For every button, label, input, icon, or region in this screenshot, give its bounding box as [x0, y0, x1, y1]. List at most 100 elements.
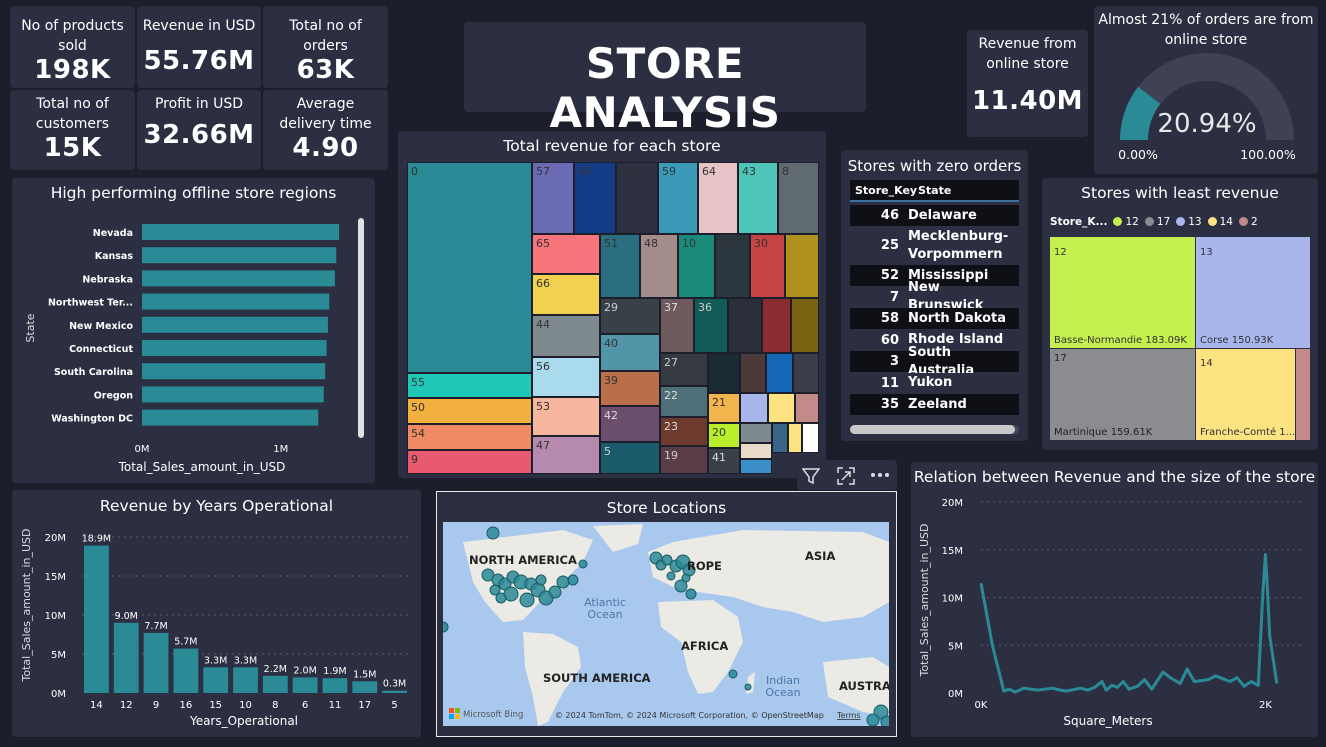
store-map[interactable]: NORTH AMERICA ROPE ASIA AFRICA SOUTH AME…: [443, 522, 889, 726]
bar-year-17[interactable]: [352, 681, 378, 693]
treemap-tile[interactable]: 56: [532, 357, 600, 397]
treemap-tile[interactable]: [740, 423, 772, 443]
table-row[interactable]: 35 Zeeland: [850, 394, 1019, 415]
bar-year-14[interactable]: [84, 545, 109, 693]
treemap-tile[interactable]: 51: [600, 234, 640, 298]
bar-nebraska[interactable]: [142, 270, 335, 287]
bar-year-11[interactable]: [322, 678, 348, 693]
treemap-tile[interactable]: [768, 393, 795, 423]
bar-nevada[interactable]: [142, 224, 340, 240]
treemap-tile[interactable]: 41: [708, 448, 740, 474]
treemap-tile[interactable]: 65: [532, 234, 600, 274]
treemap-tile[interactable]: 36: [694, 298, 728, 353]
treemap-tile[interactable]: 30: [750, 234, 785, 298]
treemap-tile[interactable]: 57: [532, 162, 574, 234]
treemap-tile[interactable]: 61: [616, 162, 658, 234]
treemap-tile[interactable]: 58: [715, 234, 750, 298]
legend-item[interactable]: 14: [1207, 216, 1233, 228]
col-store-key[interactable]: Store_Key: [855, 183, 918, 197]
treemap-tile[interactable]: 10: [678, 234, 715, 298]
scrollbar[interactable]: [358, 218, 364, 438]
treemap-tile[interactable]: [740, 459, 772, 474]
treemap-tile[interactable]: 44: [532, 315, 600, 357]
treemap-tile[interactable]: [772, 423, 788, 453]
table-row[interactable]: 52 Mississippi: [850, 265, 1019, 286]
treemap-tile[interactable]: 27: [660, 353, 708, 386]
treemap-tile[interactable]: 19: [660, 446, 708, 474]
treemap-tile[interactable]: 22: [660, 386, 708, 417]
least-box-17[interactable]: 17 Martinique 159.61K: [1050, 349, 1195, 440]
treemap-tile[interactable]: 29: [600, 298, 660, 334]
bar-year-12[interactable]: [113, 622, 139, 693]
treemap-tile[interactable]: 48: [640, 234, 678, 298]
treemap-tile[interactable]: [791, 298, 819, 353]
horizontal-scrollbar[interactable]: [850, 425, 1019, 434]
table-row[interactable]: 46 Delaware: [850, 205, 1019, 226]
treemap-tile[interactable]: 50: [407, 398, 532, 424]
bar-year-5[interactable]: [382, 690, 407, 693]
legend-item[interactable]: 12: [1113, 216, 1139, 228]
bar-year-6[interactable]: [292, 677, 318, 693]
treemap-tile[interactable]: 64: [698, 162, 738, 234]
col-state[interactable]: State: [918, 183, 952, 197]
treemap-tile[interactable]: [795, 393, 819, 423]
bar-south-carolina[interactable]: [142, 363, 326, 380]
treemap-tile[interactable]: 37: [660, 298, 694, 353]
treemap-tile[interactable]: [766, 353, 793, 393]
bar-oregon[interactable]: [142, 386, 324, 403]
table-row[interactable]: 25 Mecklenburg-Vorpommern: [850, 226, 1019, 265]
treemap-tile[interactable]: [785, 234, 819, 298]
treemap-tile[interactable]: [788, 423, 802, 453]
revenue-line[interactable]: [979, 553, 1279, 694]
bar-year-8[interactable]: [262, 675, 288, 693]
bar-year-9[interactable]: [143, 632, 169, 693]
bar-kansas[interactable]: [142, 247, 337, 264]
bar-new-mexico[interactable]: [142, 316, 328, 333]
bar-year-16[interactable]: [173, 648, 199, 693]
treemap-tile[interactable]: [762, 298, 791, 353]
treemap-tile[interactable]: 0: [407, 162, 532, 373]
least-box-12[interactable]: 12 Basse-Normandie 183.09K: [1050, 237, 1195, 348]
bar-year-10[interactable]: [233, 667, 258, 693]
treemap-tile[interactable]: 20: [708, 423, 740, 448]
treemap-tile[interactable]: 43: [738, 162, 778, 234]
least-box-2[interactable]: [1296, 349, 1310, 440]
treemap-tile[interactable]: 40: [600, 334, 660, 371]
map-terms[interactable]: Terms: [836, 711, 861, 720]
treemap-tile[interactable]: [740, 353, 766, 393]
treemap-tile[interactable]: [728, 298, 762, 353]
bar-connecticut[interactable]: [142, 340, 327, 356]
treemap-tile[interactable]: 54: [407, 424, 532, 450]
legend-item[interactable]: 13: [1176, 216, 1202, 228]
treemap-tile[interactable]: [708, 353, 740, 393]
more-options-icon[interactable]: [870, 472, 890, 478]
treemap-tile[interactable]: 23: [660, 417, 708, 446]
treemap-tile[interactable]: 55: [407, 373, 532, 398]
filter-icon[interactable]: [802, 467, 820, 485]
treemap-tile[interactable]: [740, 443, 772, 459]
treemap-tile[interactable]: 39: [600, 371, 660, 406]
bar-northwest-ter-[interactable]: [142, 293, 330, 310]
table-row[interactable]: 58 North Dakota: [850, 308, 1019, 329]
treemap-tile[interactable]: 8: [778, 162, 819, 234]
treemap-tile[interactable]: 66: [532, 274, 600, 315]
treemap-tile[interactable]: 5: [600, 442, 660, 474]
bar-year-15[interactable]: [203, 667, 229, 693]
treemap-tile[interactable]: 47: [532, 436, 600, 474]
treemap-tile[interactable]: [793, 353, 819, 393]
treemap-tile[interactable]: 9: [407, 450, 532, 474]
focus-mode-icon[interactable]: [837, 467, 855, 485]
legend-item[interactable]: 2: [1238, 216, 1258, 228]
table-row[interactable]: 3 South Australia: [850, 345, 1019, 378]
treemap-tile[interactable]: [740, 393, 768, 423]
bar-washington-dc[interactable]: [142, 409, 319, 426]
treemap-tile[interactable]: 21: [708, 393, 740, 423]
least-box-14[interactable]: 14 Franche-Comté 1...: [1196, 349, 1295, 440]
least-box-13[interactable]: 13 Corse 150.93K: [1196, 237, 1310, 348]
treemap-tile[interactable]: 53: [532, 397, 600, 436]
treemap-tile[interactable]: 59: [658, 162, 698, 234]
treemap-tile[interactable]: 45: [574, 162, 616, 234]
treemap-tile[interactable]: [802, 423, 819, 453]
table-row[interactable]: 60 Rhode Island: [850, 329, 1019, 351]
treemap-tile[interactable]: 42: [600, 406, 660, 442]
